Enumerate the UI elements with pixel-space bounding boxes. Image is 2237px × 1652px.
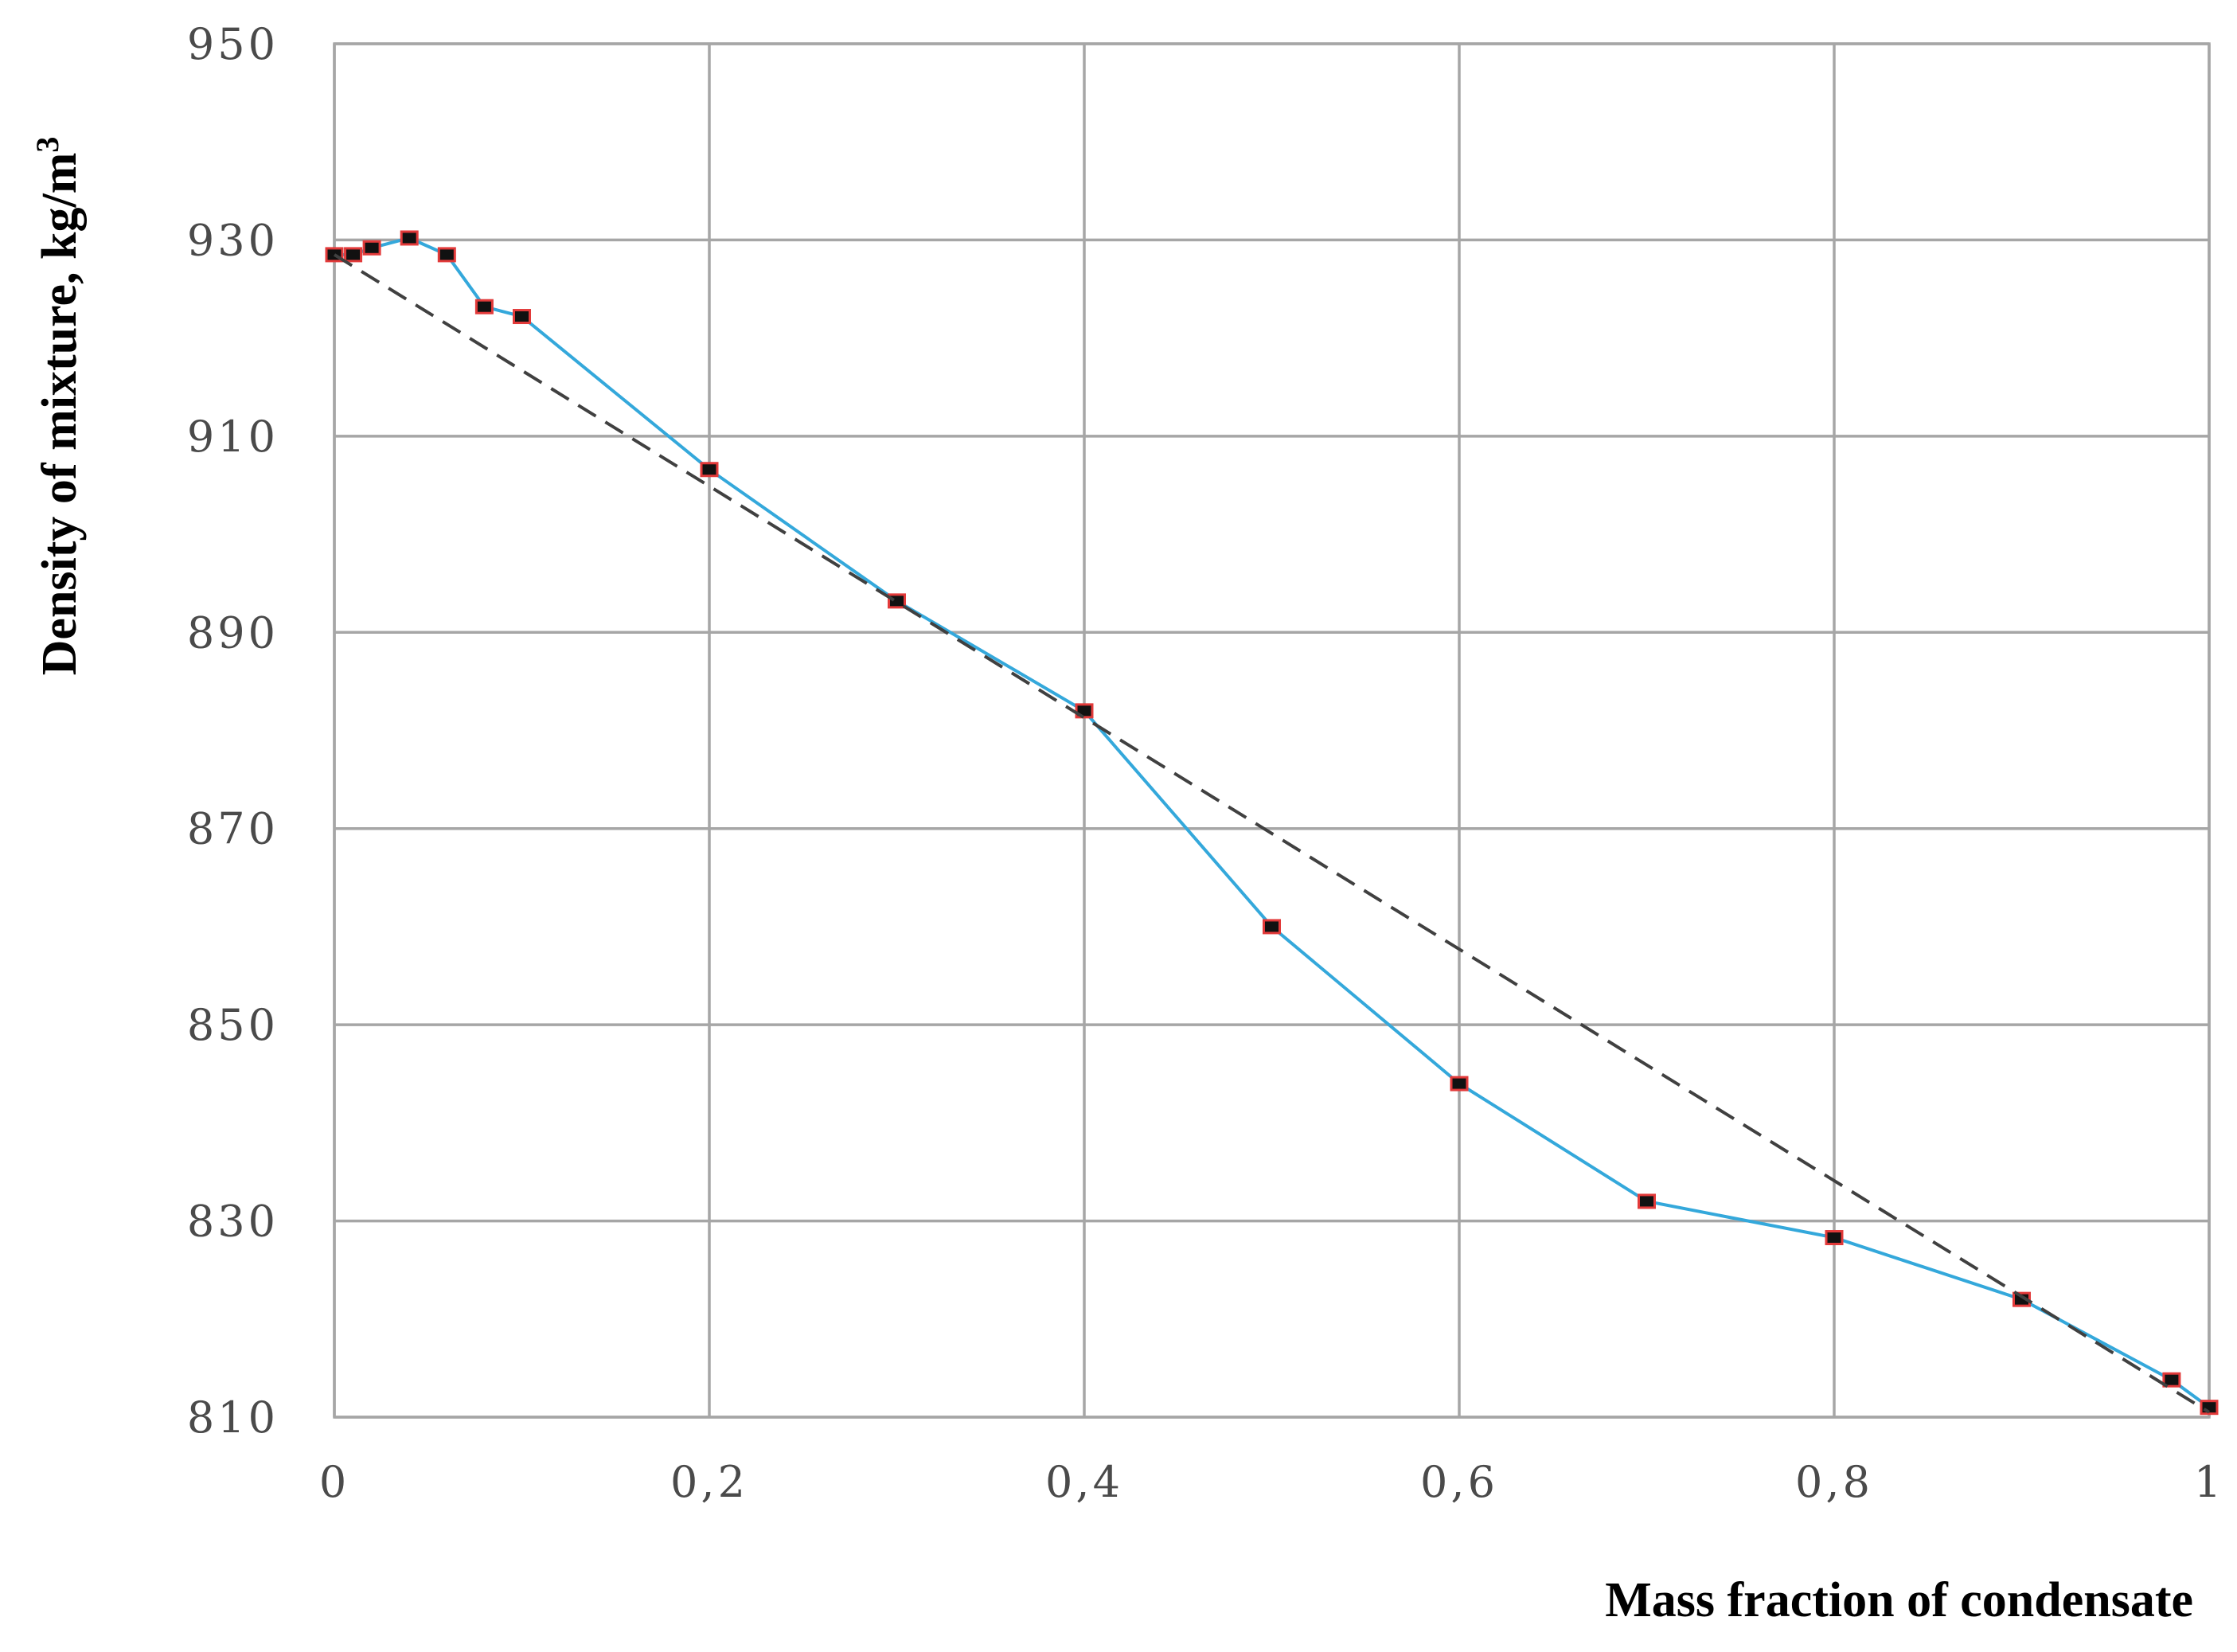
data-point-marker bbox=[1450, 1076, 1469, 1092]
y-axis-title-text: Density of mixture, kg/m bbox=[33, 153, 87, 676]
y-tick-label: 830 bbox=[187, 1197, 279, 1247]
density-series-line bbox=[334, 236, 2211, 1409]
data-point-marker bbox=[1638, 1193, 1656, 1209]
data-point-marker bbox=[1263, 919, 1281, 935]
data-point-marker bbox=[437, 247, 456, 263]
y-tick-label: 910 bbox=[187, 412, 279, 462]
grid bbox=[333, 42, 2211, 1419]
data-point-marker bbox=[2013, 1291, 2031, 1307]
x-tick-label: 0,4 bbox=[1045, 1457, 1123, 1507]
x-tick-label: 0,2 bbox=[670, 1457, 748, 1507]
trend-line bbox=[333, 253, 2211, 1414]
x-axis-title: Mass fraction of condensate bbox=[1605, 1573, 2193, 1627]
y-tick-label: 810 bbox=[187, 1392, 279, 1443]
y-tick-label: 950 bbox=[187, 19, 279, 69]
y-tick-label: 850 bbox=[187, 1000, 279, 1050]
data-point-marker bbox=[474, 299, 494, 314]
data-point-marker bbox=[400, 230, 419, 246]
data-point-marker bbox=[2162, 1372, 2181, 1388]
y-axis-title-superscript: 3 bbox=[29, 137, 65, 153]
data-point-marker bbox=[888, 593, 906, 609]
data-point-marker bbox=[513, 309, 531, 325]
x-tick-label: 0 bbox=[319, 1457, 349, 1507]
x-tick-label: 0,6 bbox=[1420, 1457, 1498, 1507]
y-axis-tick-labels: 810 830 850 870 890 910 930 950 bbox=[187, 19, 279, 1443]
data-point-marker bbox=[1825, 1230, 1844, 1246]
data-point-marker bbox=[362, 240, 381, 256]
x-tick-label: 1 bbox=[2194, 1457, 2224, 1507]
plot-area-border bbox=[333, 42, 2211, 1419]
y-tick-label: 930 bbox=[187, 215, 279, 265]
series bbox=[325, 230, 2219, 1416]
data-point-marker bbox=[700, 462, 719, 478]
x-axis-tick-labels: 0 0,2 0,4 0,6 0,8 1 bbox=[319, 1457, 2224, 1507]
y-tick-label: 870 bbox=[187, 804, 279, 854]
y-tick-label: 890 bbox=[187, 607, 279, 658]
data-point-marker bbox=[344, 247, 363, 263]
y-axis-title: Density of mixture, kg/m3 bbox=[29, 137, 87, 676]
x-tick-label: 0,8 bbox=[1795, 1457, 1873, 1507]
